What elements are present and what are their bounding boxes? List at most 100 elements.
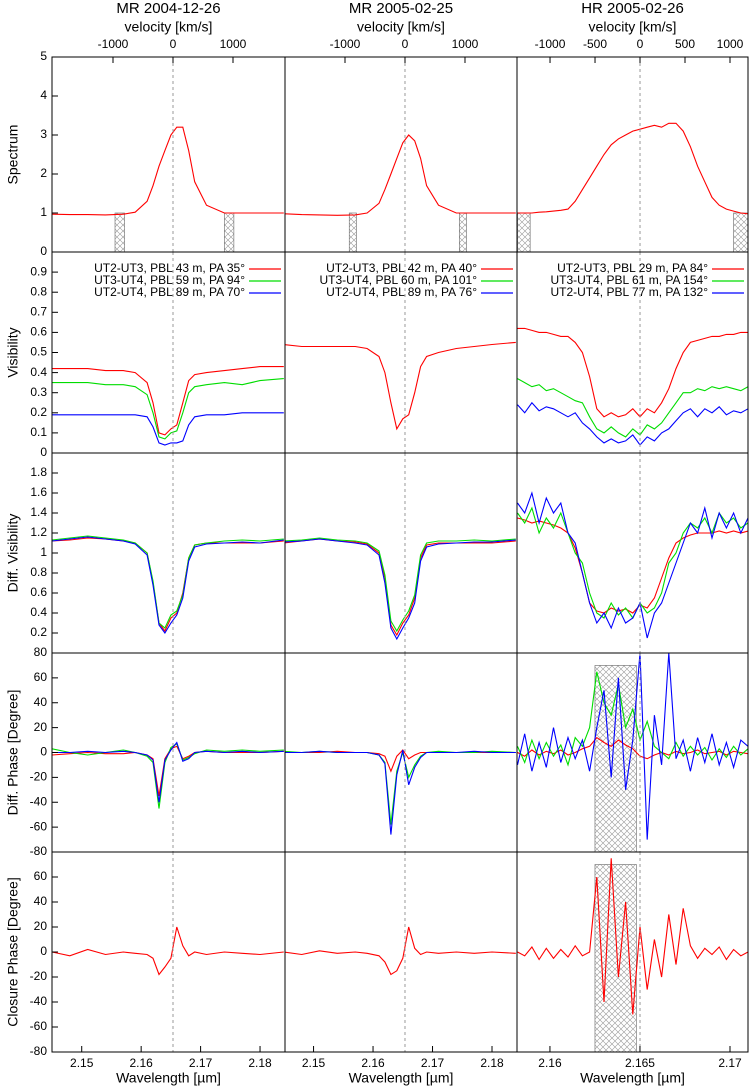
y-tick-label: 0.4 xyxy=(30,605,47,619)
data-line xyxy=(285,134,516,216)
x-tick-label: 2.15 xyxy=(302,1056,326,1070)
x2-tick-label: 500 xyxy=(675,37,695,51)
y-tick-label: 0.5 xyxy=(30,345,47,359)
data-line xyxy=(52,412,284,446)
x-tick-label: 2.17 xyxy=(421,1056,445,1070)
data-line xyxy=(52,535,284,629)
hatched-region xyxy=(224,212,235,252)
y-tick-label: 0.9 xyxy=(30,264,47,278)
data-line xyxy=(517,401,748,446)
panel xyxy=(285,926,516,976)
y-tick-label: -60 xyxy=(30,819,48,833)
y-tick-label: 40 xyxy=(34,894,48,908)
data-line xyxy=(285,538,516,637)
x2-tick-label: 0 xyxy=(170,37,177,51)
y-tick-label: 0 xyxy=(40,944,47,958)
y-tick-label: 0.8 xyxy=(30,565,47,579)
x2-axis-label: velocity [km/s] xyxy=(357,19,445,35)
y-tick-label: -80 xyxy=(30,844,48,858)
hatched-region xyxy=(733,212,748,252)
y-tick-label: 0.8 xyxy=(30,284,47,298)
panel-frame xyxy=(516,56,749,253)
panel-frame xyxy=(516,452,749,654)
legend-label: UT2-UT4, PBL 89 m, PA 70° xyxy=(94,285,245,299)
x2-tick-label: 0 xyxy=(402,37,409,51)
x-tick-label: 2.17 xyxy=(718,1056,742,1070)
x2-tick-label: 1000 xyxy=(452,37,479,51)
y-tick-label: 4 xyxy=(40,88,47,102)
x2-tick-label: -1000 xyxy=(535,37,566,51)
y-tick-label: -20 xyxy=(30,969,48,983)
data-line xyxy=(52,536,284,634)
data-line xyxy=(517,327,748,418)
y-tick-label: 40 xyxy=(34,695,48,709)
data-line xyxy=(285,537,516,633)
y-tick-label: 3 xyxy=(40,127,47,141)
y-tick-label: 1 xyxy=(40,205,47,219)
y-axis-label: Diff. Phase [Degree] xyxy=(5,690,21,816)
x2-tick-label: -500 xyxy=(583,37,607,51)
y-tick-label: 0.2 xyxy=(30,625,47,639)
y-axis-label: Visibility xyxy=(5,327,21,377)
data-line xyxy=(517,491,748,639)
panel xyxy=(52,126,284,252)
x2-axis-label: velocity [km/s] xyxy=(589,19,677,35)
panel xyxy=(517,491,748,639)
hatched-region xyxy=(458,212,467,252)
y-tick-label: 2 xyxy=(40,166,47,180)
x2-axis-label: velocity [km/s] xyxy=(125,19,213,35)
x-tick-label: 2.17 xyxy=(189,1056,213,1070)
legend-label: UT3-UT4, PBL 61 m, PA 154° xyxy=(550,273,708,287)
x-tick-label: 2.15 xyxy=(70,1056,94,1070)
data-line xyxy=(52,926,284,976)
legend-label: UT2-UT3, PBL 42 m, PA 40° xyxy=(326,261,477,275)
y-tick-label: 20 xyxy=(34,919,48,933)
x2-tick-label: 1000 xyxy=(220,37,247,51)
y-tick-label: 0 xyxy=(40,244,47,258)
x-tick-label: 2.18 xyxy=(248,1056,272,1070)
panel xyxy=(517,122,748,252)
data-line xyxy=(285,538,516,641)
y-tick-label: -40 xyxy=(30,994,48,1008)
legend-label: UT2-UT4, PBL 89 m, PA 76° xyxy=(326,285,477,299)
y-tick-label: 0 xyxy=(40,745,47,759)
y-axis-label: Diff. Visibility xyxy=(5,514,21,593)
y-tick-label: 1 xyxy=(40,545,47,559)
legend-label: UT2-UT3, PBL 43 m, PA 35° xyxy=(94,261,245,275)
data-line xyxy=(52,741,284,803)
data-line xyxy=(52,126,284,216)
y-tick-label: 0.6 xyxy=(30,585,47,599)
data-line xyxy=(517,653,748,840)
panel xyxy=(52,535,284,634)
y-tick-label: 80 xyxy=(34,645,48,659)
x2-tick-label: 1000 xyxy=(717,37,744,51)
y-tick-label: 0.2 xyxy=(30,405,47,419)
panel xyxy=(285,749,516,835)
hatched-region xyxy=(114,212,125,252)
panel-frame xyxy=(51,56,286,253)
y-tick-label: 0.3 xyxy=(30,385,47,399)
data-line xyxy=(52,366,284,436)
legend-label: UT3-UT4, PBL 60 m, PA 101° xyxy=(319,273,477,287)
x2-tick-label: 0 xyxy=(637,37,644,51)
x2-tick-label: -1000 xyxy=(330,37,361,51)
panel-frame xyxy=(284,851,518,1053)
y-tick-label: 0 xyxy=(40,445,47,459)
x2-tick-label: -1000 xyxy=(98,37,129,51)
data-line xyxy=(52,537,284,633)
y-tick-label: 0.4 xyxy=(30,365,47,379)
panel xyxy=(52,926,284,976)
hatched-region xyxy=(348,212,357,252)
y-tick-label: -60 xyxy=(30,1019,48,1033)
y-tick-label: 5 xyxy=(40,49,47,63)
y-tick-label: 1.8 xyxy=(30,465,47,479)
panel xyxy=(52,366,284,446)
panel xyxy=(517,327,748,446)
y-axis-label: Closure Phase [Degree] xyxy=(5,877,21,1026)
x-tick-label: 2.16 xyxy=(538,1056,562,1070)
hatched-region xyxy=(594,665,637,852)
data-line xyxy=(285,926,516,976)
panel-frame xyxy=(51,851,286,1053)
